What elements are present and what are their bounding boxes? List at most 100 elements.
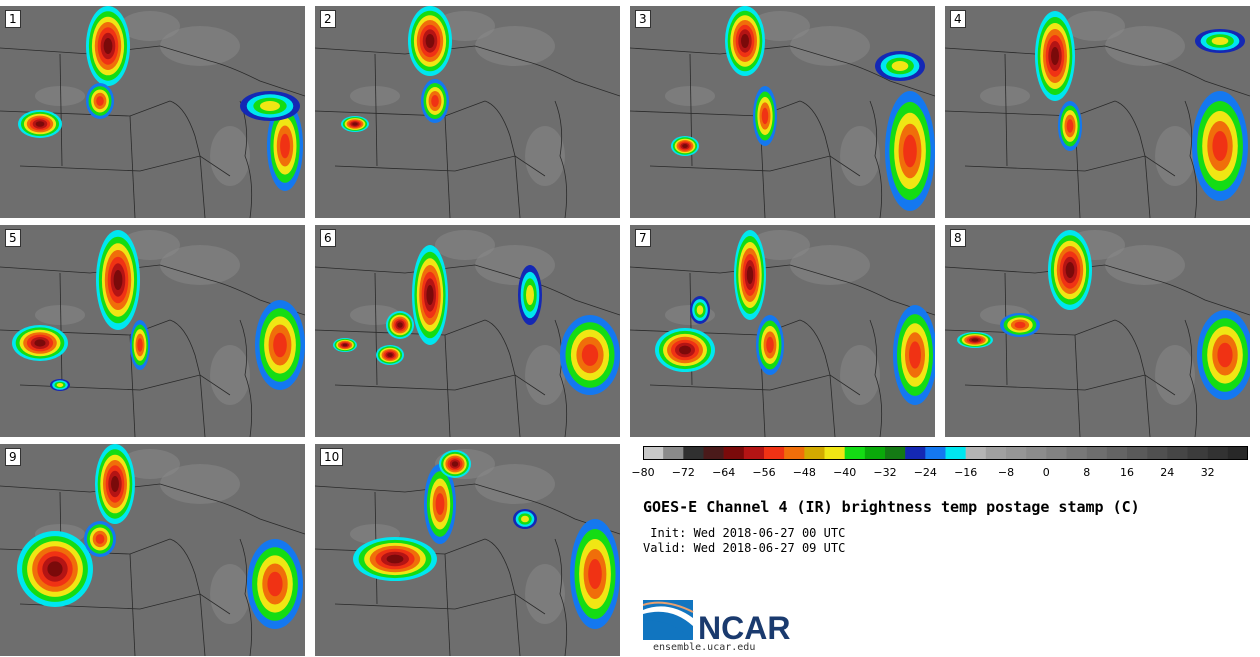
colorbar-tick-label: −32 [873, 466, 897, 479]
convective-cloud [84, 521, 116, 557]
state-boundary [1154, 279, 1250, 316]
colorbar-swatch [1167, 446, 1188, 460]
state-boundary [1184, 100, 1198, 218]
postage-stamp-panel: 9 [0, 444, 305, 656]
postage-stamp-panel: 1 [0, 6, 305, 218]
state-boundary [239, 538, 253, 656]
colorbar-swatch [1147, 446, 1168, 460]
state-boundary [239, 100, 253, 218]
cloud-texture [1155, 126, 1195, 186]
state-boundary [524, 498, 620, 535]
colorbar-tick-labels: −80 −72 −64 −56 −48 −40 −32 −24 −16 −8 0 8 16 24 32 [631, 466, 1260, 482]
colorbar [643, 446, 1248, 460]
colorbar-tick-label: −56 [752, 466, 776, 479]
cloud-texture [750, 11, 810, 41]
convective-cloud [671, 136, 699, 156]
convective-cloud [655, 328, 715, 372]
cloud-texture [840, 126, 880, 186]
state-boundary [169, 538, 201, 595]
state-boundary [209, 60, 305, 97]
colorbar-tick-label: 8 [1083, 466, 1091, 479]
cloud-texture [35, 305, 85, 325]
state-boundary [829, 155, 836, 218]
cloud-texture [1105, 245, 1185, 285]
colorbar-tick-label: 24 [1160, 466, 1175, 479]
state-boundary [829, 374, 836, 437]
cloud-texture [1105, 26, 1185, 66]
state-boundary [1114, 100, 1146, 157]
convective-cloud [86, 83, 114, 119]
convective-cloud [96, 230, 140, 330]
cloud-texture [435, 230, 495, 260]
cloud-texture [210, 345, 250, 405]
colorbar-swatch [1187, 446, 1208, 460]
colorbar-swatch [1127, 446, 1148, 460]
ncar-logo-icon [643, 600, 694, 640]
cloud-texture [475, 464, 555, 504]
init-time: Init: Wed 2018-06-27 00 UTC [643, 526, 846, 540]
convective-cloud [95, 444, 135, 524]
convective-cloud [690, 296, 710, 324]
convective-cloud [333, 338, 357, 352]
state-boundary [1114, 319, 1146, 376]
postage-stamp-panel: 8 [945, 225, 1250, 437]
colorbar-tick-label: −48 [792, 466, 816, 479]
state-boundary [374, 53, 378, 167]
convective-cloud [424, 464, 456, 544]
convective-cloud [1000, 313, 1040, 337]
convective-cloud [421, 79, 449, 123]
state-boundary [169, 100, 201, 157]
map-background [315, 6, 620, 218]
state-boundary [484, 100, 516, 157]
state-boundary [524, 60, 620, 97]
convective-cloud [1197, 310, 1250, 400]
convective-cloud [957, 332, 993, 348]
postage-stamp-panel: 2 [315, 6, 620, 218]
postage-stamp-panel: 4 [945, 6, 1250, 218]
cloud-texture [525, 345, 565, 405]
colorbar-swatch [784, 446, 805, 460]
state-boundary [199, 593, 206, 656]
state-boundary [514, 155, 521, 218]
state-boundary [59, 53, 63, 167]
state-boundary [334, 374, 546, 396]
convective-cloud [50, 379, 70, 391]
panel-number: 6 [320, 229, 336, 247]
cloud-texture [120, 11, 180, 41]
colorbar-swatch [925, 446, 946, 460]
convective-cloud [17, 531, 93, 607]
colorbar-swatch [1086, 446, 1108, 460]
panel-number: 7 [635, 229, 651, 247]
state-boundary [374, 272, 378, 386]
cloud-texture [790, 26, 870, 66]
convective-cloud [518, 265, 542, 325]
colorbar-swatch [643, 446, 664, 460]
convective-cloud [439, 450, 471, 478]
colorbar-tick-label: −40 [833, 466, 857, 479]
state-boundary [19, 593, 231, 615]
panel-number: 2 [320, 10, 336, 28]
convective-cloud [734, 230, 766, 320]
state-boundary [1154, 60, 1250, 97]
cloud-texture [665, 86, 715, 106]
cloud-texture [210, 564, 250, 624]
state-boundary [839, 279, 935, 316]
convective-cloud [1192, 91, 1248, 201]
state-boundary [1144, 374, 1151, 437]
colorbar-swatch [885, 446, 906, 460]
colorbar-tick-label: −80 [631, 466, 655, 479]
state-boundary [839, 60, 935, 97]
convective-cloud [18, 110, 62, 138]
colorbar-swatch [1046, 446, 1067, 460]
cloud-texture [160, 464, 240, 504]
cloud-texture [525, 126, 565, 186]
colorbar-tick-label: 16 [1120, 466, 1134, 479]
postage-stamp-panel: 10 [315, 444, 620, 656]
panel-number: 5 [5, 229, 21, 247]
colorbar-swatch [663, 446, 684, 460]
colorbar-swatch [1106, 446, 1128, 460]
colorbar-tick-label: −64 [712, 466, 736, 479]
convective-cloud [893, 305, 935, 405]
cloud-texture [1065, 11, 1125, 41]
colorbar-swatch [743, 446, 765, 460]
